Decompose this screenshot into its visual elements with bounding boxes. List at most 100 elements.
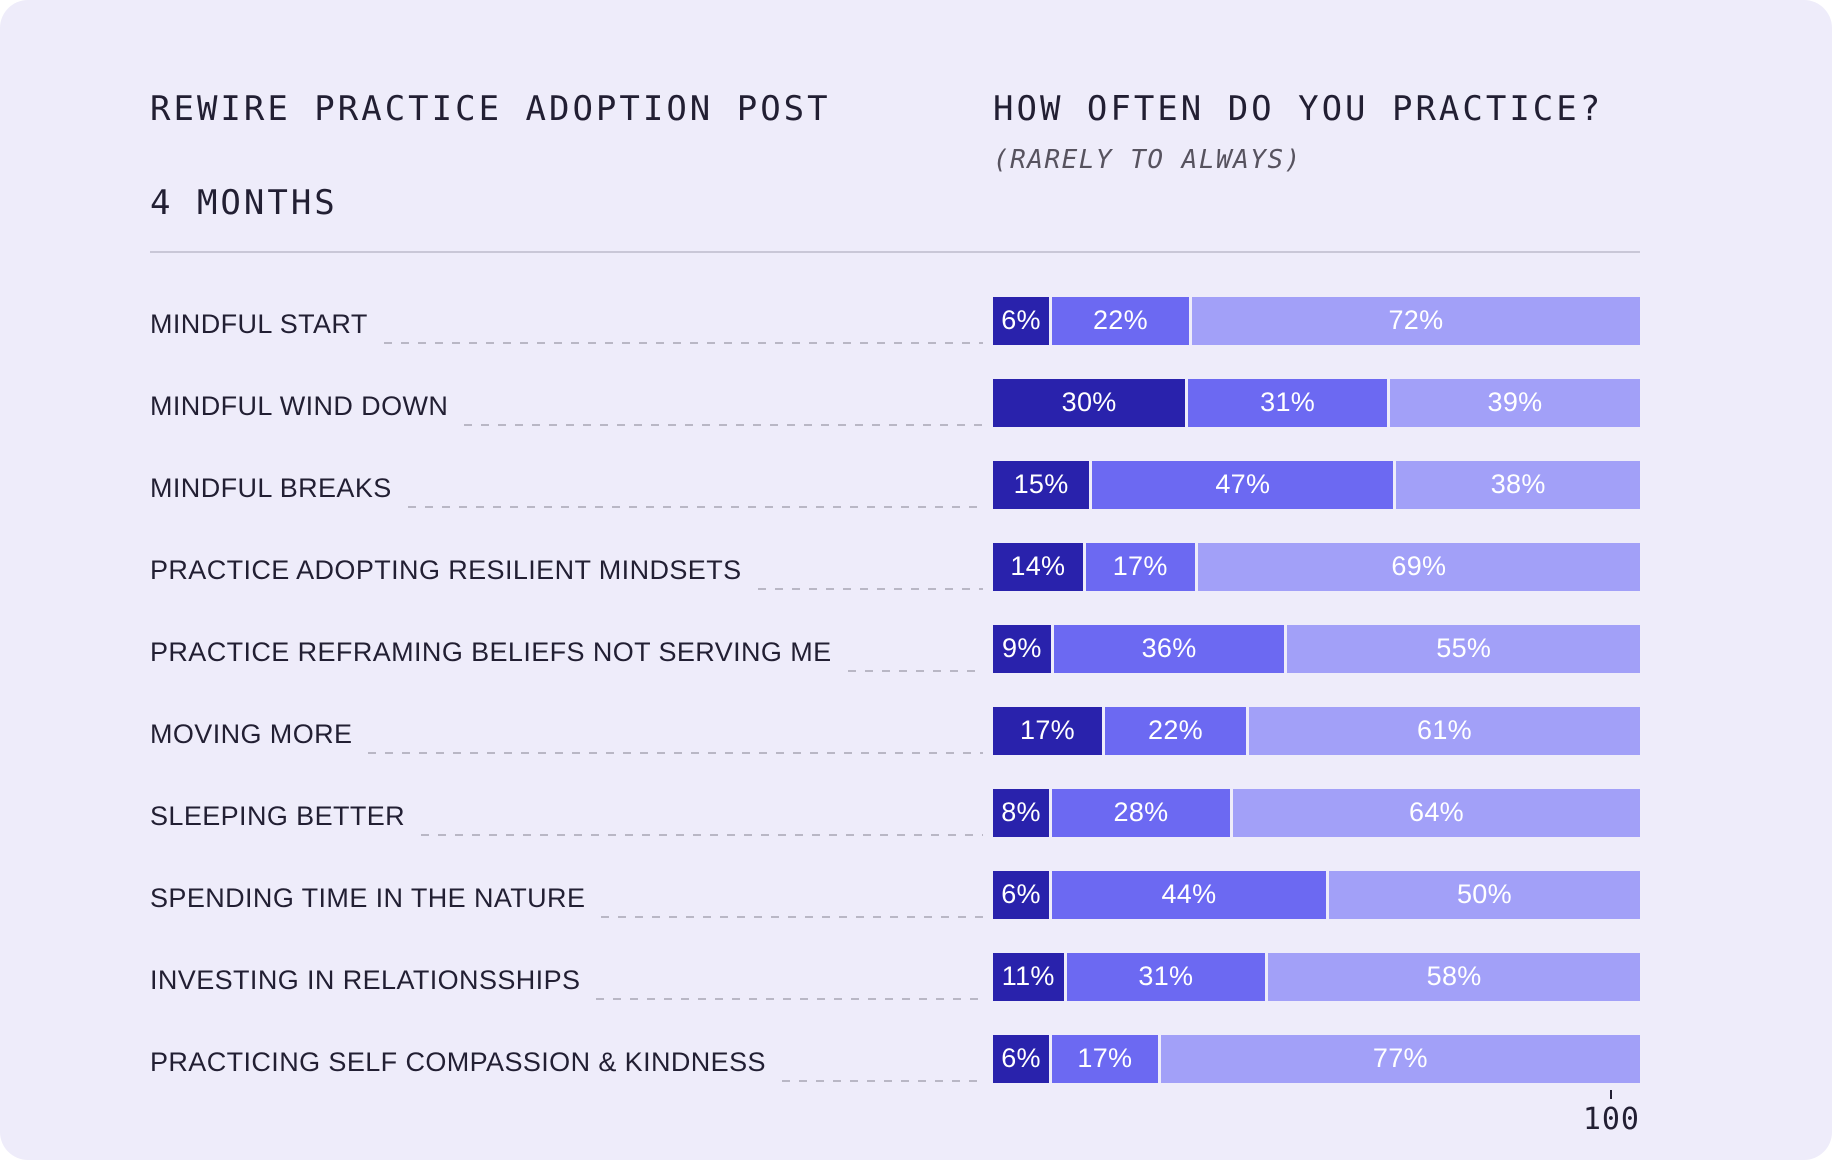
bar-segment-always: 55% (1287, 624, 1640, 673)
row-label-zone: MINDFUL START (150, 297, 993, 345)
bar-segment-mid: 36% (1053, 624, 1285, 673)
chart-header: REWIRE PRACTICE ADOPTION POST 4 MONTHS H… (150, 86, 1640, 227)
scale-note: (RARELY TO ALWAYS) (993, 144, 1302, 175)
bar-segment-mid: 22% (1104, 706, 1246, 755)
bar-segment-always: 64% (1233, 788, 1640, 837)
segment-value: 44% (1161, 879, 1217, 910)
title-line-2: 4 MONTHS (150, 182, 338, 223)
segment-value: 9% (1002, 633, 1042, 664)
segment-value: 31% (1138, 961, 1194, 992)
chart-row: INVESTING IN RELATIONSSHIPS 11% 31% 58% (150, 952, 1640, 1001)
segment-value: 30% (1061, 387, 1117, 418)
leader-dashes (464, 423, 983, 426)
segment-value: 31% (1260, 387, 1316, 418)
bar-segment-always: 39% (1390, 378, 1640, 427)
row-label: MINDFUL WIND DOWN (150, 390, 449, 421)
row-label-zone: SPENDING TIME IN THE NATURE (150, 871, 993, 919)
segment-value: 50% (1456, 879, 1512, 910)
segment-value: 17% (1077, 1043, 1133, 1074)
bar-segment-always: 72% (1191, 296, 1640, 345)
row-label-zone: PRACTICE ADOPTING RESILIENT MINDSETS (150, 543, 993, 591)
segment-value: 8% (1001, 797, 1041, 828)
title-line-1: REWIRE PRACTICE ADOPTION POST (150, 89, 831, 129)
bar-segment-rarely: 15% (993, 460, 1090, 509)
bar-segment-rarely: 8% (993, 788, 1049, 837)
chart-title: REWIRE PRACTICE ADOPTION POST 4 MONTHS (150, 86, 993, 227)
leader-dashes (757, 587, 983, 590)
row-label: MINDFUL START (150, 308, 368, 339)
axis-spacer (150, 1090, 993, 1137)
bar: 15% 47% 38% (993, 460, 1640, 509)
bar: 11% 31% 58% (993, 952, 1640, 1001)
bar-segment-always: 50% (1328, 870, 1640, 919)
header-left: REWIRE PRACTICE ADOPTION POST 4 MONTHS (150, 86, 993, 227)
segment-value: 6% (1001, 1043, 1041, 1074)
row-label-zone: INVESTING IN RELATIONSSHIPS (150, 953, 993, 1001)
leader-dashes (368, 751, 983, 754)
row-label-zone: MOVING MORE (150, 707, 993, 755)
axis-max-value: 100 (1582, 1101, 1640, 1137)
row-label: SLEEPING BETTER (150, 800, 406, 831)
x-axis: 100 (150, 1089, 1640, 1137)
bar-segment-mid: 44% (1052, 870, 1326, 919)
segment-value: 61% (1417, 715, 1472, 746)
bar: 30% 31% 39% (993, 378, 1640, 427)
row-label: PRACTICE REFRAMING BELIEFS NOT SERVING M… (150, 636, 832, 667)
segment-value: 17% (1020, 715, 1075, 746)
segment-value: 58% (1426, 961, 1482, 992)
bar-segment-rarely: 30% (993, 378, 1186, 427)
bar: 6% 22% 72% (993, 296, 1640, 345)
row-label: INVESTING IN RELATIONSSHIPS (150, 964, 581, 995)
bar: 8% 28% 64% (993, 788, 1640, 837)
leader-dashes (383, 341, 983, 344)
chart-row: PRACTICE REFRAMING BELIEFS NOT SERVING M… (150, 624, 1640, 673)
segment-value: 22% (1148, 715, 1203, 746)
segment-value: 72% (1388, 305, 1444, 336)
stacked-bar-chart: MINDFUL START 6% 22% 72% MINDFUL WIND DOWN… (150, 296, 1640, 1083)
header-divider (150, 250, 1640, 253)
chart-row: PRACTICING SELF COMPASSION & KINDNESS 6%… (150, 1034, 1640, 1083)
axis-zone: 100 (993, 1089, 1640, 1137)
segment-value: 17% (1112, 551, 1168, 582)
bar-segment-mid: 22% (1052, 296, 1189, 345)
bar-segment-mid: 17% (1085, 542, 1195, 591)
segment-value: 6% (1001, 879, 1041, 910)
segment-value: 69% (1391, 551, 1447, 582)
bar-segment-mid: 17% (1052, 1034, 1158, 1083)
bar: 6% 17% 77% (993, 1034, 1640, 1083)
segment-value: 38% (1490, 469, 1546, 500)
bar-segment-always: 69% (1197, 542, 1640, 591)
segment-value: 55% (1436, 633, 1492, 664)
chart-row: MINDFUL BREAKS 15% 47% 38% (150, 460, 1640, 509)
segment-value: 64% (1409, 797, 1464, 828)
bar-segment-mid: 31% (1188, 378, 1387, 427)
row-label-zone: MINDFUL WIND DOWN (150, 379, 993, 427)
bar-segment-rarely: 14% (993, 542, 1083, 591)
row-label: MINDFUL BREAKS (150, 472, 392, 503)
bar-segment-always: 77% (1160, 1034, 1640, 1083)
bar-segment-always: 58% (1268, 952, 1640, 1001)
segment-value: 77% (1372, 1043, 1428, 1074)
row-label-zone: MINDFUL BREAKS (150, 461, 993, 509)
row-label-zone: SLEEPING BETTER (150, 789, 993, 837)
segment-value: 28% (1113, 797, 1169, 828)
leader-dashes (407, 505, 983, 508)
chart-row: MOVING MORE 17% 22% 61% (150, 706, 1640, 755)
leader-dashes (781, 1079, 983, 1082)
bar-segment-mid: 28% (1052, 788, 1231, 837)
bar: 14% 17% 69% (993, 542, 1640, 591)
bar-segment-rarely: 6% (993, 296, 1049, 345)
row-label-zone: PRACTICING SELF COMPASSION & KINDNESS (150, 1035, 993, 1083)
bar-segment-rarely: 9% (993, 624, 1051, 673)
bar-segment-rarely: 6% (993, 1034, 1049, 1083)
bar-segment-rarely: 17% (993, 706, 1102, 755)
row-label: SPENDING TIME IN THE NATURE (150, 882, 586, 913)
row-label: PRACTICING SELF COMPASSION & KINDNESS (150, 1046, 766, 1077)
chart-row: PRACTICE ADOPTING RESILIENT MINDSETS 14%… (150, 542, 1640, 591)
axis-tick (1610, 1089, 1613, 1099)
bar: 17% 22% 61% (993, 706, 1640, 755)
segment-value: 36% (1141, 633, 1197, 664)
axis-max-label: 100 (1582, 1089, 1640, 1137)
